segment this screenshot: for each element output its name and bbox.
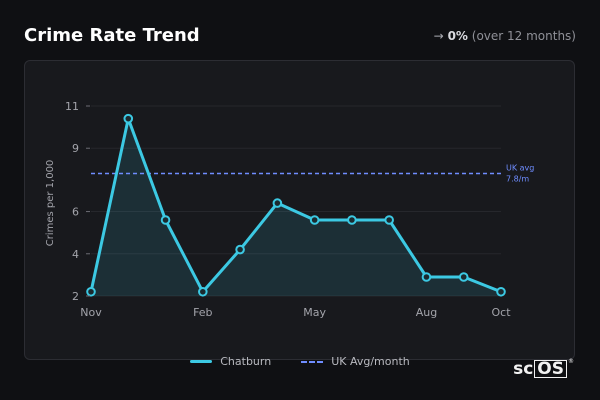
- logo-prefix: sc: [513, 359, 534, 379]
- chart-legend: Chatburn UK Avg/month: [0, 355, 600, 368]
- legend-reference-swatch: [301, 360, 324, 363]
- change-percent: 0%: [447, 29, 468, 43]
- data-point: [123, 113, 134, 124]
- data-point: [458, 272, 469, 282]
- data-point: [235, 244, 245, 255]
- series-line: [89, 117, 502, 294]
- y-tick-label: 2: [72, 290, 79, 303]
- x-tick-label: Aug: [416, 306, 437, 319]
- series-area-fill: [91, 118, 501, 297]
- x-tick-label: Feb: [193, 306, 212, 319]
- data-point: [86, 286, 96, 297]
- chart-title: Crime Rate Trend: [24, 25, 200, 46]
- legend-reference-label: UK Avg/month: [331, 355, 410, 368]
- reference-label-line2: 7.8/m: [506, 175, 529, 184]
- trend-arrow-icon: →: [433, 29, 444, 43]
- y-tick-label: 11: [65, 100, 79, 113]
- reference-label-line1: UK avg: [506, 164, 534, 173]
- data-point: [160, 215, 171, 225]
- change-period: (over 12 months): [471, 29, 576, 43]
- registered-mark: ®: [568, 357, 574, 365]
- legend-item-reference[interactable]: UK Avg/month: [301, 355, 410, 368]
- series-points: [86, 113, 506, 297]
- y-axis-title: Crimes per 1,000: [45, 160, 56, 247]
- data-point: [421, 272, 432, 282]
- data-point: [384, 215, 394, 225]
- grid: [91, 105, 501, 297]
- data-point: [309, 215, 320, 225]
- legend-series-swatch: [190, 360, 213, 363]
- data-point: [496, 286, 506, 297]
- legend-item-series[interactable]: Chatburn: [190, 355, 271, 368]
- y-tick-label: 6: [72, 206, 79, 219]
- data-point: [347, 215, 357, 225]
- y-tick-label: 9: [72, 142, 79, 155]
- scos-logo: sc OS ®: [513, 357, 574, 380]
- axes: 2 4 6 9 11 Crimes per 1,000 Nov Feb May Aug Oct: [45, 100, 511, 319]
- logo-boxed: OS: [534, 360, 567, 378]
- x-tick-label: Oct: [491, 306, 511, 319]
- x-tick-label: May: [303, 306, 326, 319]
- uk-average-line: UK avg 7.8/m: [91, 164, 534, 184]
- chart-panel: [24, 60, 575, 360]
- data-point: [198, 286, 208, 297]
- series-area: [91, 118, 501, 297]
- change-summary: → 0% (over 12 months): [434, 29, 576, 43]
- legend-series-label: Chatburn: [220, 355, 272, 368]
- x-tick-label: Nov: [80, 306, 102, 319]
- series-line-path: [89, 117, 502, 294]
- y-tick-label: 4: [72, 248, 79, 261]
- data-point: [272, 198, 283, 208]
